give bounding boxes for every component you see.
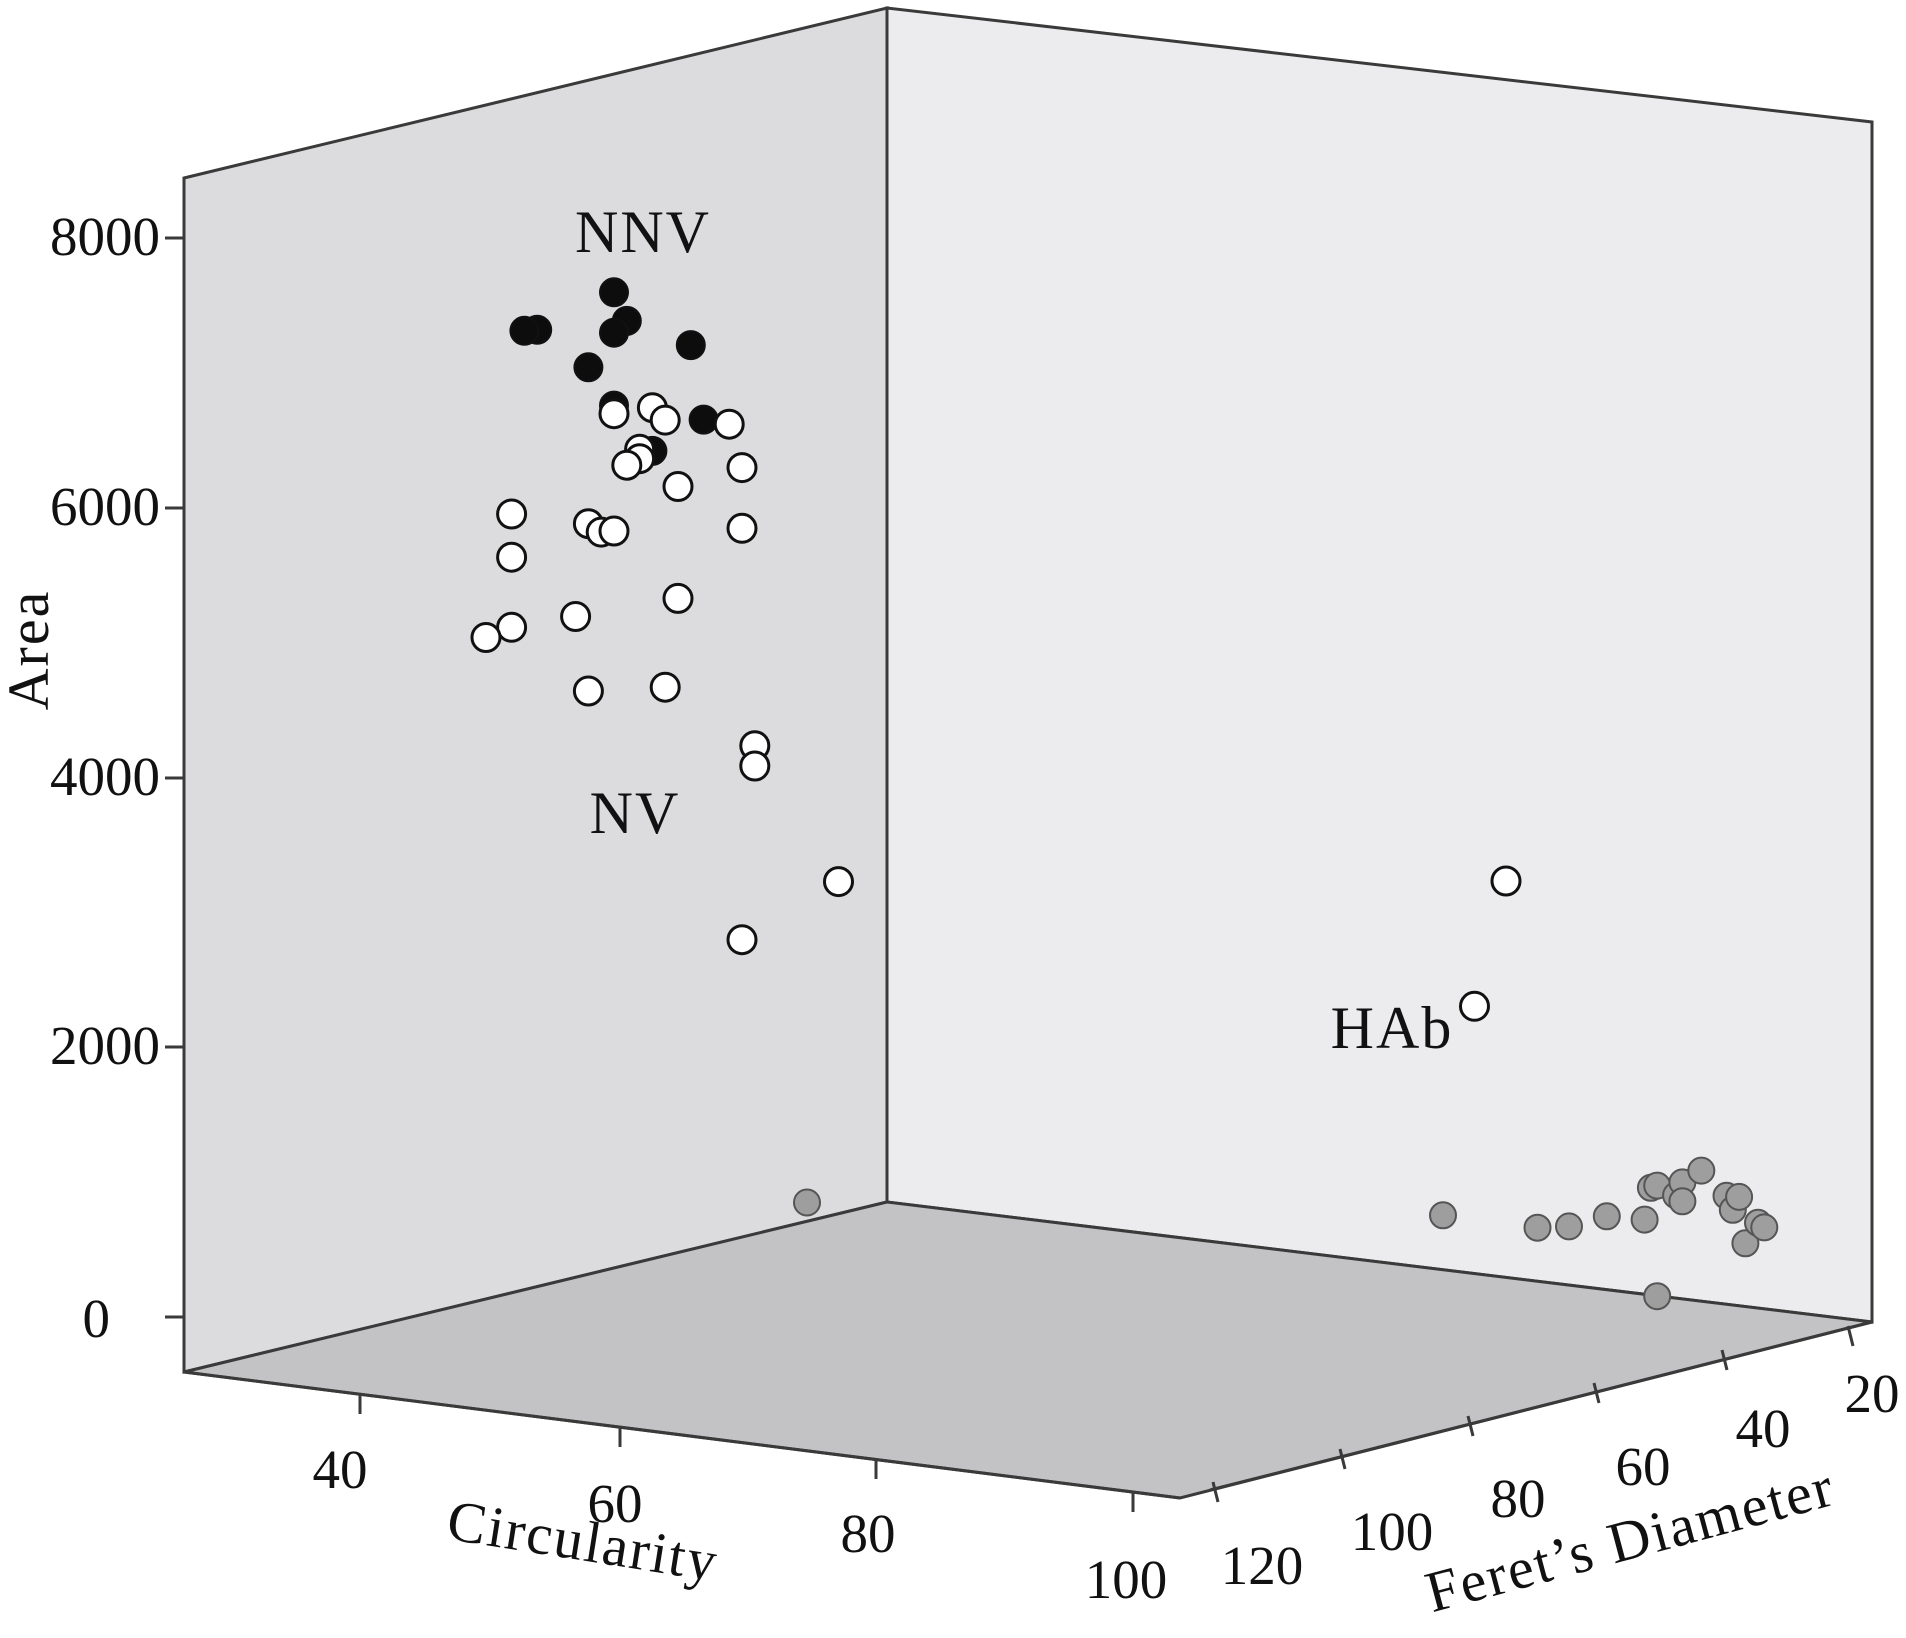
data-point-nv [713,408,745,440]
z-tick-label: 80 [1491,1468,1546,1529]
data-point-nv [649,404,681,436]
x-axis-title: Circularity [443,1487,723,1594]
data-point-nnv [688,404,719,435]
data-point-nnv [599,277,629,308]
data-point-hab [1668,1187,1697,1216]
data-point-hab [1731,1229,1760,1258]
data-point-nv [726,512,758,544]
x-tick-label: 40 [313,1439,368,1500]
z-tick-mark [1592,1382,1601,1404]
z-axis-line [1209,1320,1873,1492]
data-point-nv [598,398,630,430]
data-point-hab [1429,1201,1457,1230]
data-point-nv [649,671,681,703]
y-axis-title: Area [0,590,61,711]
z-tick-mark [1211,1481,1220,1503]
x-tick-label: 60 [588,1473,643,1534]
data-point-nv [823,866,854,898]
cluster-labels: NNV NV HAb [575,199,1454,1061]
z-tick-mark [1338,1448,1347,1470]
data-point-nnv [573,352,604,383]
x-axis-ticks: 40 60 80 100 [313,1394,1168,1610]
data-point-nv [662,582,694,614]
y-tick-label: 2000 [50,1015,160,1076]
cluster-label-nnv: NNV [575,199,711,265]
y-tick-label: 4000 [50,746,160,807]
z-tick-mark [1466,1415,1475,1437]
data-point-nv [496,611,528,643]
left-wall [182,6,889,1374]
data-point-nv [726,924,758,956]
cluster-label-nv: NV [590,780,681,846]
data-point-hab [1523,1213,1552,1242]
z-tick-label: 40 [1736,1398,1791,1459]
data-point-nnv [509,315,540,346]
z-tick-label: 120 [1221,1535,1304,1596]
z-tick-label: 60 [1616,1436,1671,1497]
data-point-hab [1687,1156,1716,1185]
data-point-nv [496,498,528,530]
z-tick-label: 100 [1351,1501,1434,1562]
data-point-hab [793,1188,821,1217]
chart-box [182,6,1874,1500]
x-tick-label: 100 [1085,1549,1168,1610]
data-point-nv [611,449,643,481]
data-points [470,277,1779,1311]
y-axis-ticks: 0 2000 4000 6000 8000 [50,206,184,1349]
data-point-hab [1555,1212,1583,1241]
axis-lines [182,178,1873,1500]
x-tick-label: 80 [841,1503,896,1564]
data-point-hab [1750,1213,1779,1242]
data-point-nv [739,750,771,782]
cluster-label-hab: HAb [1331,995,1454,1061]
y-tick-label: 0 [83,1288,111,1349]
y-tick-label: 6000 [50,476,160,537]
z-axis-ticks: 120 100 80 60 40 20 [1211,1325,1900,1596]
data-point-nnv [675,330,706,361]
x-axis-line [183,1370,1181,1500]
z-tick-mark [1720,1349,1729,1371]
data-point-nv [470,622,502,653]
z-tick-label: 20 [1845,1363,1900,1424]
y-tick-label: 8000 [50,206,160,267]
data-point-nv [1490,865,1522,897]
data-point-nnv [599,317,629,348]
data-point-nv [598,515,630,547]
data-point-nv [560,601,592,632]
data-point-hab [1592,1202,1621,1231]
data-point-hab [1643,1282,1672,1311]
data-point-hab [1630,1205,1659,1234]
data-point-nv [726,452,758,484]
right-wall [885,6,1874,1324]
data-point-nv [1459,990,1490,1022]
z-tick-mark [1846,1325,1855,1347]
data-point-nv [572,675,604,707]
data-point-nv [662,471,694,502]
data-point-hab [1725,1182,1754,1211]
data-point-nv [496,541,528,573]
